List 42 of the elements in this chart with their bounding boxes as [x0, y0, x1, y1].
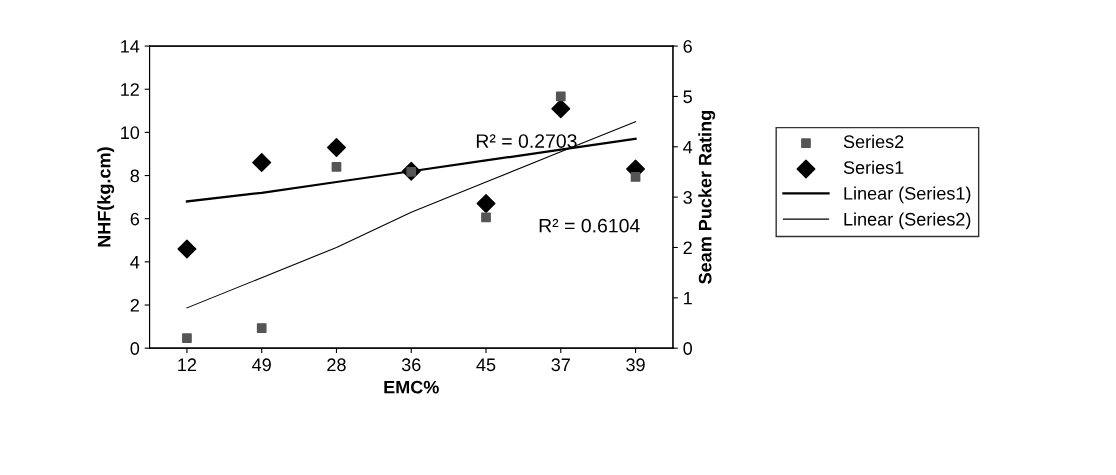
y2-axis-title: Seam Pucker Rating: [698, 111, 716, 284]
x-tick-label: 28: [327, 358, 346, 372]
point: [331, 162, 342, 172]
x-tick-label: 45: [476, 358, 496, 372]
point: [630, 172, 641, 182]
y-tick-label: 12: [121, 83, 139, 96]
point: [252, 153, 272, 173]
annotation: R² = 0.6104: [539, 218, 640, 233]
point: [555, 91, 566, 102]
y-tick-label: 0: [130, 342, 140, 355]
y-tick-label: 4: [130, 255, 140, 269]
y-tick-label: 2: [130, 298, 139, 312]
point: [476, 194, 496, 214]
y2-tick-label: 0: [683, 342, 693, 355]
point: [177, 239, 197, 259]
y-tick-label: 14: [121, 40, 140, 53]
point: [481, 212, 491, 223]
point: [551, 99, 571, 119]
x-tick-label: 37: [551, 358, 570, 372]
x-tick-label: 49: [252, 358, 271, 372]
point: [182, 333, 192, 343]
y-tick-label: 6: [130, 212, 140, 226]
y2-tick-label: 1: [684, 291, 692, 305]
x-tick-label: 12: [178, 358, 197, 371]
x-tick-label: 36: [401, 358, 421, 372]
legend-label: Linear (Series1): [844, 186, 971, 204]
point: [256, 323, 267, 333]
y2-tick-label: 4: [683, 140, 693, 154]
y2-tick-label: 5: [683, 90, 692, 104]
y-axis-title: NHF(kg.cm): [97, 147, 115, 247]
y2-tick-label: 3: [683, 191, 692, 204]
point: [326, 138, 346, 157]
x-axis-title: EMC%: [384, 380, 439, 394]
y2-tick-label: 2: [683, 241, 692, 255]
y-tick-label: 8: [130, 169, 140, 183]
annotation: R² = 0.2703: [476, 134, 577, 148]
legend-label: Linear (Series2): [844, 212, 971, 230]
y2-tick-label: 6: [683, 40, 692, 53]
y-tick-label: 10: [121, 126, 140, 140]
legend-label: Series2: [843, 134, 904, 149]
x-tick-label: 39: [626, 358, 645, 372]
legend-label: Series1: [843, 160, 904, 174]
